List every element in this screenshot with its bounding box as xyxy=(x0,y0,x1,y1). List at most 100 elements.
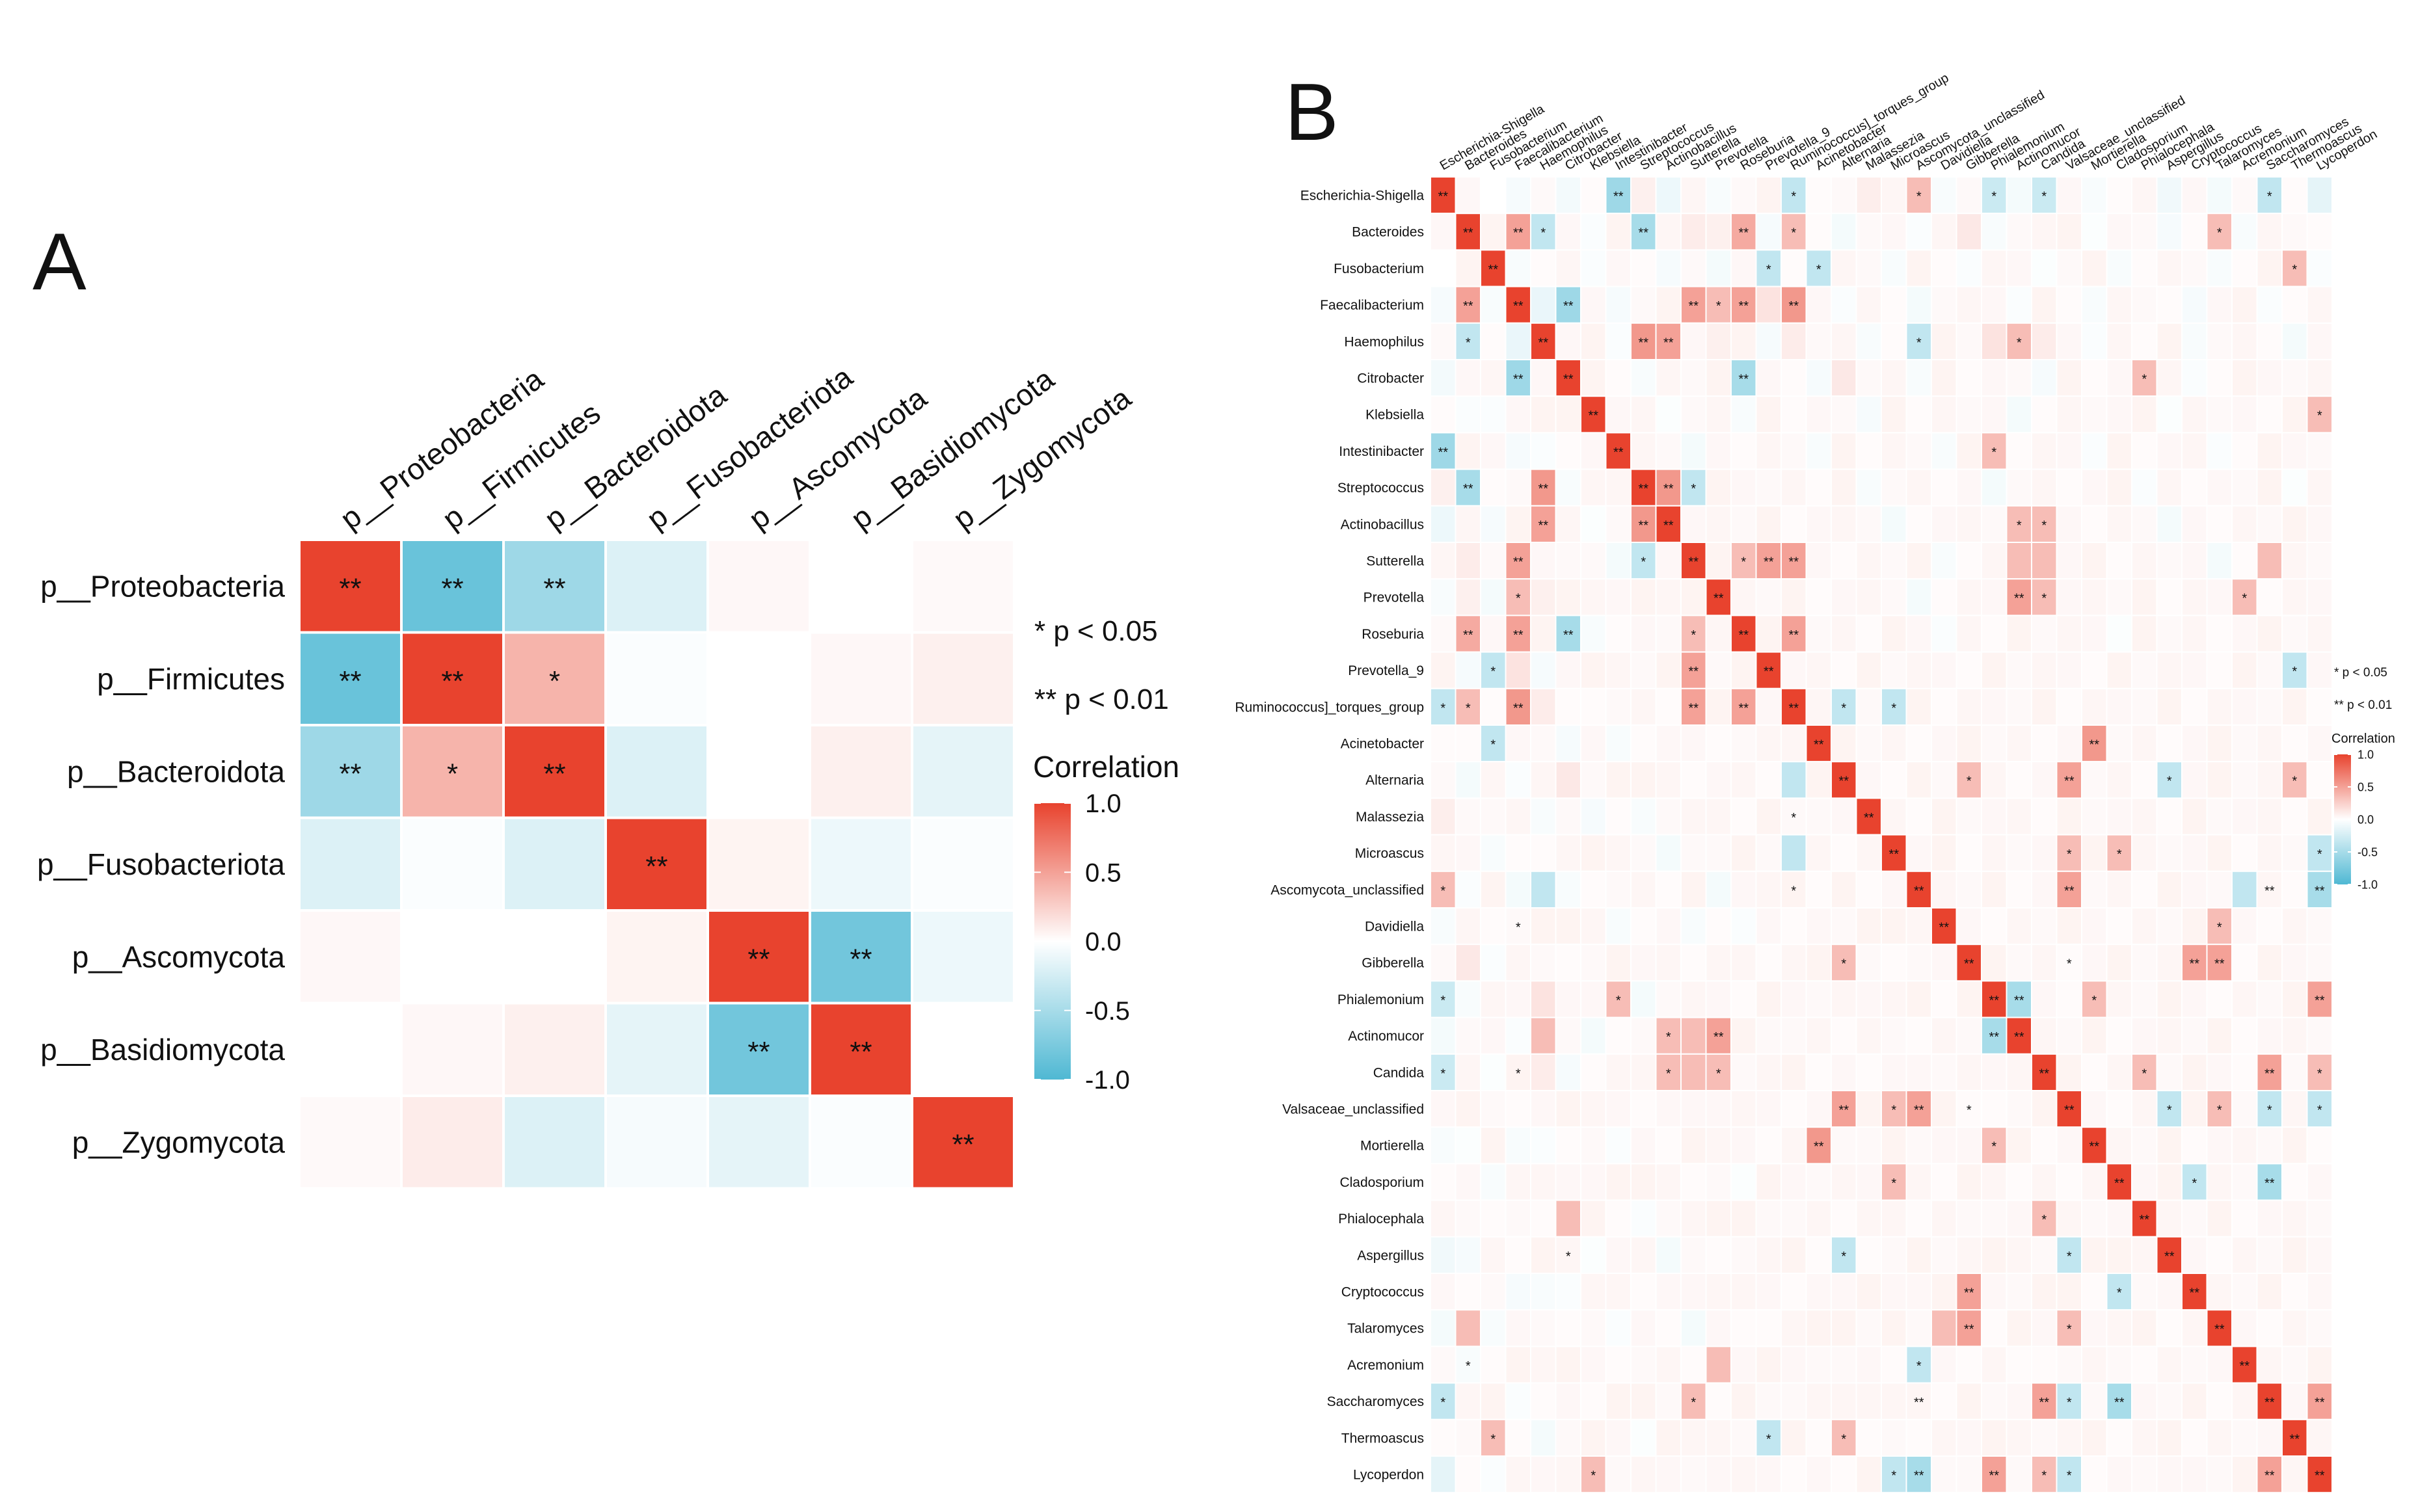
heatmap-cell xyxy=(1955,249,1982,287)
heatmap-cell xyxy=(1580,1163,1607,1201)
heatmap-cell xyxy=(2256,468,2283,507)
heatmap-cell xyxy=(1805,1455,1832,1494)
heatmap-cell xyxy=(1881,1126,1907,1165)
heatmap-cell xyxy=(2081,1273,2108,1311)
heatmap-cell xyxy=(1955,359,1982,397)
heatmap-cell xyxy=(502,631,607,726)
column-label: p__Ascomycota xyxy=(742,380,933,536)
heatmap-cell xyxy=(1805,834,1832,872)
heatmap-cell xyxy=(2256,724,2283,763)
heatmap-cell xyxy=(2181,1455,2208,1494)
heatmap-cell xyxy=(1831,1016,1857,1055)
heatmap-cell xyxy=(1480,980,1507,1018)
colorbar-tick-label: 1.0 xyxy=(1085,789,1122,818)
heatmap-cell xyxy=(1730,1016,1757,1055)
heatmap-cell xyxy=(2106,1199,2132,1238)
heatmap-cell xyxy=(1931,1309,1957,1347)
heatmap-cell xyxy=(1555,1346,1581,1384)
significance-mark: * xyxy=(1440,994,1445,1008)
heatmap-cell xyxy=(2131,1309,2158,1347)
heatmap-cell xyxy=(1605,322,1632,360)
significance-mark: ** xyxy=(645,851,667,882)
heatmap-cell xyxy=(2056,505,2082,543)
heatmap-cell xyxy=(1981,578,2008,617)
heatmap-cell xyxy=(2206,687,2233,726)
heatmap-cell xyxy=(1480,285,1507,324)
heatmap-cell xyxy=(1530,1309,1557,1347)
heatmap-cell xyxy=(1555,505,1581,543)
heatmap-cell xyxy=(2281,907,2308,946)
heatmap-cell xyxy=(1580,1346,1607,1384)
heatmap-cell xyxy=(1505,870,1531,909)
heatmap-cell xyxy=(1905,651,1932,689)
heatmap-cell xyxy=(1780,432,1807,470)
heatmap-cell xyxy=(2156,1418,2183,1457)
heatmap-cell xyxy=(2081,1236,2108,1275)
heatmap-cell xyxy=(2081,651,2108,689)
heatmap-cell xyxy=(2131,578,2158,617)
heatmap-cell xyxy=(1605,870,1632,909)
significance-mark: ** xyxy=(2114,1396,2125,1410)
heatmap-cell xyxy=(2031,651,2058,689)
heatmap-cell xyxy=(2256,1418,2283,1457)
heatmap-cell xyxy=(2006,687,2032,726)
heatmap-cell xyxy=(2131,651,2158,689)
heatmap-cell xyxy=(1881,1090,1907,1128)
significance-mark: * xyxy=(1791,190,1796,204)
heatmap-cell xyxy=(1780,944,1807,982)
significance-mark: * xyxy=(2217,1104,2222,1118)
heatmap-cell xyxy=(1780,651,1807,689)
heatmap-cell xyxy=(2006,213,2032,251)
heatmap-cell xyxy=(1881,359,1907,397)
heatmap-cell xyxy=(1680,1236,1707,1275)
heatmap-cell xyxy=(1555,687,1581,726)
heatmap-cell xyxy=(1530,542,1557,580)
heatmap-cell xyxy=(2306,432,2333,470)
heatmap-cell xyxy=(1831,870,1857,909)
significance-mark: ** xyxy=(850,944,872,975)
heatmap-cell xyxy=(2231,651,2258,689)
heatmap-cell xyxy=(2181,834,2208,872)
significance-mark: ** xyxy=(1513,701,1524,715)
heatmap-cell xyxy=(1780,578,1807,617)
heatmap-cell xyxy=(2181,505,2208,543)
heatmap-cell xyxy=(1680,761,1707,799)
heatmap-cell xyxy=(1705,542,1732,580)
heatmap-cell xyxy=(1505,1090,1531,1128)
heatmap-cell xyxy=(1981,1163,2008,1201)
significance-mark: ** xyxy=(2239,1359,2250,1373)
heatmap-cell xyxy=(1680,578,1707,617)
heatmap-cell xyxy=(2181,542,2208,580)
heatmap-cell xyxy=(1931,1090,1957,1128)
heatmap-cell xyxy=(1931,1382,1957,1420)
heatmap-cell xyxy=(2106,834,2132,872)
heatmap-cell xyxy=(2006,1090,2032,1128)
heatmap-cell xyxy=(1780,1382,1807,1420)
heatmap-cell xyxy=(1455,468,1481,507)
significance-mark: ** xyxy=(1638,518,1648,533)
heatmap-cell xyxy=(1705,432,1732,470)
heatmap-cell xyxy=(1505,944,1531,982)
significance-mark: ** xyxy=(1588,409,1598,423)
heatmap-cell xyxy=(1955,1236,1982,1275)
heatmap-cell xyxy=(1705,1346,1732,1384)
heatmap-cell xyxy=(1730,1418,1757,1457)
significance-mark: ** xyxy=(1513,555,1524,570)
panel-b-legend: * p < 0.05** p < 0.01Correlation1.00.50.… xyxy=(2331,666,2395,891)
heatmap-cell xyxy=(1831,1126,1857,1165)
significance-mark: ** xyxy=(1538,518,1548,533)
heatmap-cell xyxy=(1455,1163,1481,1201)
heatmap-cell xyxy=(2306,249,2333,287)
heatmap-cell xyxy=(1855,1382,1882,1420)
heatmap-cell xyxy=(1530,1382,1557,1420)
heatmap-cell xyxy=(2131,322,2158,360)
heatmap-cell xyxy=(2256,285,2283,324)
heatmap-cell xyxy=(2181,322,2208,360)
heatmap-cell xyxy=(1805,615,1832,653)
row-label: Sutterella xyxy=(1366,553,1424,568)
significance-mark: * xyxy=(2041,1469,2047,1483)
heatmap-cell xyxy=(1680,1418,1707,1457)
heatmap-cell xyxy=(2256,1053,2283,1092)
heatmap-cell xyxy=(2156,907,2183,946)
heatmap-cell xyxy=(2056,322,2082,360)
